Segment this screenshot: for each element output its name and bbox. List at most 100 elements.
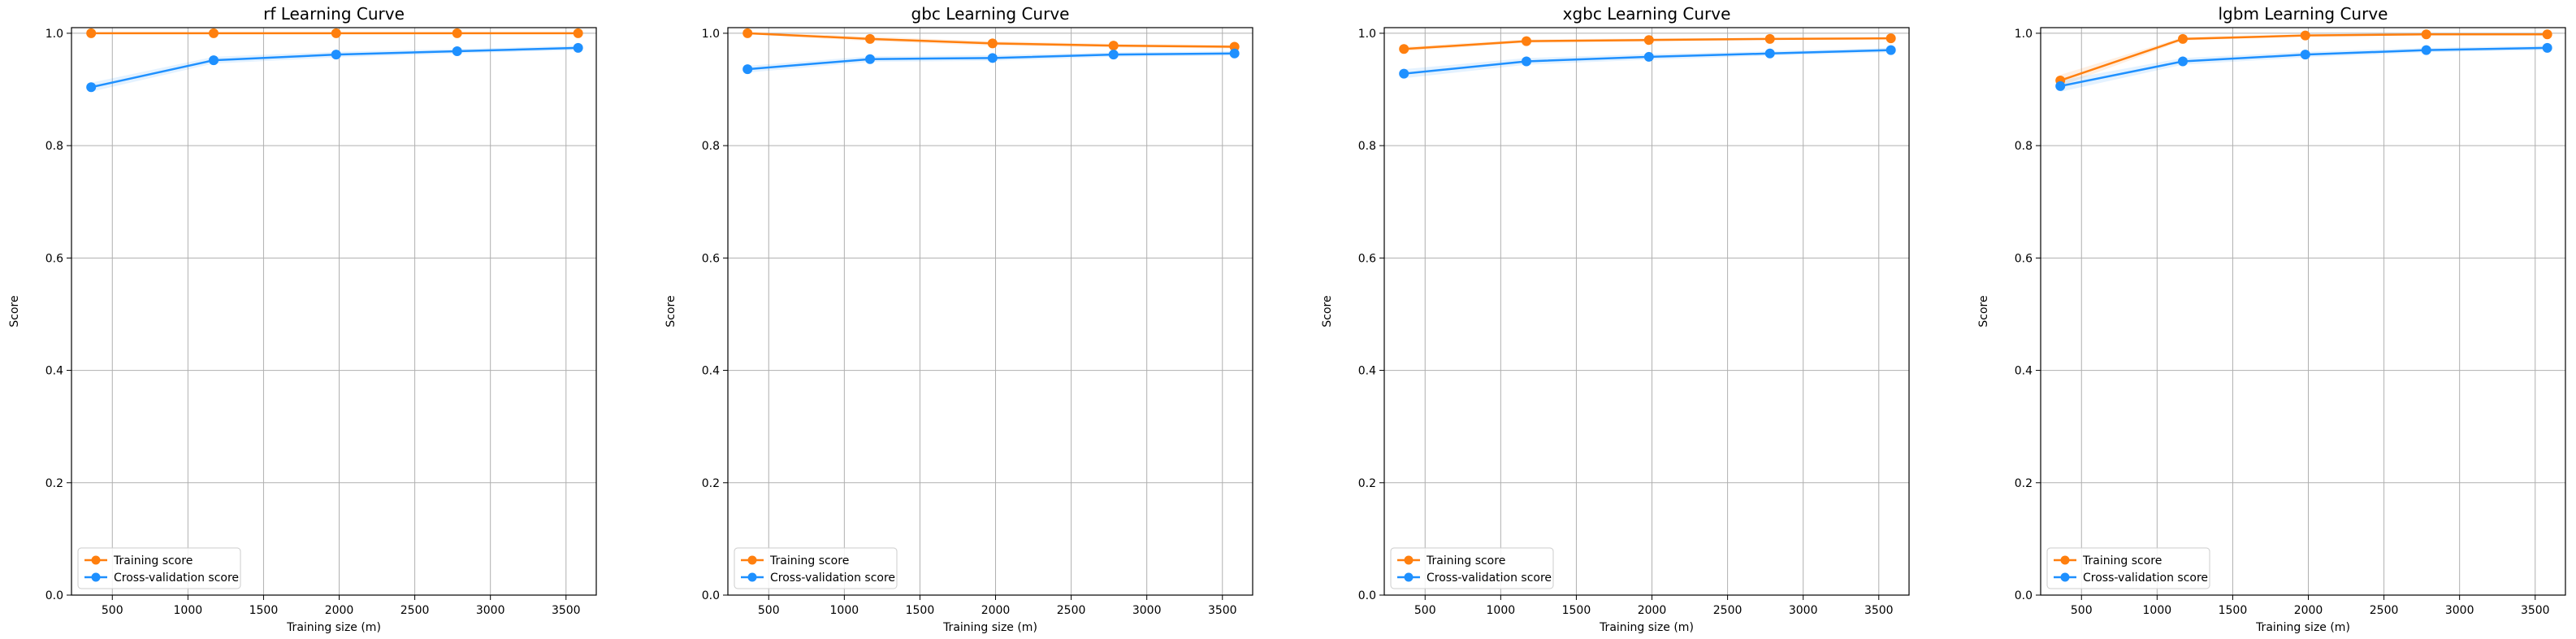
axes-frame <box>1383 27 1910 596</box>
x-tick-label: 500 <box>758 604 780 617</box>
x-tick-label: 3500 <box>1864 604 1894 617</box>
chart-panel-1: 500 1000 1500 2000 2500 3000 3500 0.0 0.2 0.4 0.6 0… <box>665 4 1253 634</box>
legend-marker <box>91 572 101 582</box>
y-tick-label: 0.2 <box>2015 477 2033 490</box>
data-point <box>742 28 753 38</box>
data-point <box>2421 45 2431 55</box>
data-point <box>1764 33 1775 44</box>
data-point <box>452 46 462 57</box>
chart-panel-0: 500 1000 1500 2000 2500 3000 3500 0.0 0.2 0.4 0.6 0… <box>8 4 597 634</box>
y-tick-label: 0.8 <box>702 140 720 153</box>
x-tick-label: 3000 <box>1132 604 1162 617</box>
data-point <box>987 53 998 63</box>
y-axis-label: Score <box>8 295 21 327</box>
legend-marker <box>2060 555 2070 565</box>
y-tick-label: 0.2 <box>45 477 63 490</box>
legend-marker <box>747 555 757 565</box>
y-tick-label: 0.8 <box>1358 140 1376 153</box>
y-tick-label: 0.6 <box>1358 252 1376 265</box>
legend-marker <box>747 572 757 582</box>
x-tick-label: 1000 <box>2143 604 2172 617</box>
x-tick-label: 2000 <box>2294 604 2323 617</box>
data-point <box>2542 29 2552 40</box>
y-tick-label: 0.4 <box>2015 365 2033 378</box>
data-point <box>1885 33 1896 44</box>
legend-label: Cross-validation score <box>770 572 895 585</box>
data-point <box>1399 68 1409 79</box>
data-point <box>2300 50 2310 60</box>
legend-label: Training score <box>769 554 849 567</box>
chart-title: xgbc Learning Curve <box>1563 4 1731 24</box>
x-tick-label: 3500 <box>2521 604 2550 617</box>
legend-marker <box>1404 555 1414 565</box>
y-tick-label: 1.0 <box>1358 28 1376 41</box>
data-point <box>1229 41 1240 52</box>
data-point <box>1229 48 1240 59</box>
data-point <box>1885 45 1896 55</box>
chart-title: gbc Learning Curve <box>911 4 1070 24</box>
y-tick-label: 0.6 <box>45 252 63 265</box>
x-tick-label: 1500 <box>1562 604 1591 617</box>
x-axis-label: Training size (m) <box>1599 621 1694 634</box>
x-tick-label: 1500 <box>249 604 279 617</box>
legend-label: Cross-validation score <box>1427 572 1552 585</box>
x-tick-label: 500 <box>1414 604 1436 617</box>
data-point <box>331 28 341 38</box>
y-tick-label: 0.6 <box>2015 252 2033 265</box>
x-tick-label: 2000 <box>325 604 354 617</box>
x-tick-label: 1000 <box>1487 604 1516 617</box>
x-tick-label: 1000 <box>174 604 203 617</box>
x-tick-label: 500 <box>102 604 123 617</box>
data-point <box>987 38 998 49</box>
y-axis-label: Score <box>1977 295 1990 327</box>
x-tick-label: 2500 <box>1057 604 1086 617</box>
data-point <box>1643 51 1654 62</box>
data-point <box>208 55 219 66</box>
x-axis-label: Training size (m) <box>286 621 381 634</box>
data-point <box>1643 35 1654 46</box>
data-point <box>2177 56 2188 67</box>
data-point <box>1108 50 1119 60</box>
data-point <box>1764 48 1775 59</box>
legend: Training score Cross-validation score <box>1390 547 1554 589</box>
y-tick-label: 1.0 <box>45 28 63 41</box>
x-tick-label: 1500 <box>906 604 935 617</box>
data-point <box>1108 41 1119 51</box>
legend-box <box>1390 547 1554 589</box>
data-point <box>2300 30 2310 41</box>
data-point <box>573 42 583 53</box>
y-tick-label: 0.4 <box>45 365 63 378</box>
data-point <box>2055 80 2066 91</box>
x-tick-label: 2000 <box>981 604 1011 617</box>
data-point <box>2542 42 2552 53</box>
data-point <box>573 28 583 38</box>
chart-panel-3: 500 1000 1500 2000 2500 3000 3500 0.0 0.2 0.4 0.6 0… <box>1977 4 2566 634</box>
x-tick-label: 1500 <box>2219 604 2248 617</box>
legend-marker <box>2060 572 2070 582</box>
x-tick-label: 2500 <box>1713 604 1743 617</box>
x-tick-label: 2000 <box>1638 604 1667 617</box>
data-point <box>2421 29 2431 40</box>
chart-panel-2: 500 1000 1500 2000 2500 3000 3500 0.0 0.2 0.4 0.6 0… <box>1321 4 1910 634</box>
data-point <box>86 82 97 93</box>
y-tick-label: 0.0 <box>1358 589 1376 602</box>
x-tick-label: 1000 <box>830 604 859 617</box>
data-point <box>864 54 875 64</box>
legend-box <box>734 547 898 589</box>
x-axis-label: Training size (m) <box>2255 621 2350 634</box>
y-tick-label: 1.0 <box>702 28 720 41</box>
x-tick-label: 2500 <box>2370 604 2399 617</box>
y-tick-label: 0.4 <box>702 365 720 378</box>
axes-frame <box>2040 27 2566 596</box>
x-tick-label: 3000 <box>2445 604 2474 617</box>
data-point <box>2177 33 2188 44</box>
plot-area <box>1384 28 1909 595</box>
y-tick-label: 0.6 <box>702 252 720 265</box>
legend-label: Training score <box>1426 554 1505 567</box>
legend-label: Training score <box>113 554 193 567</box>
y-axis-label: Score <box>1321 295 1334 327</box>
data-point <box>208 28 219 38</box>
chart-title: rf Learning Curve <box>263 4 405 24</box>
y-tick-label: 0.2 <box>702 477 720 490</box>
